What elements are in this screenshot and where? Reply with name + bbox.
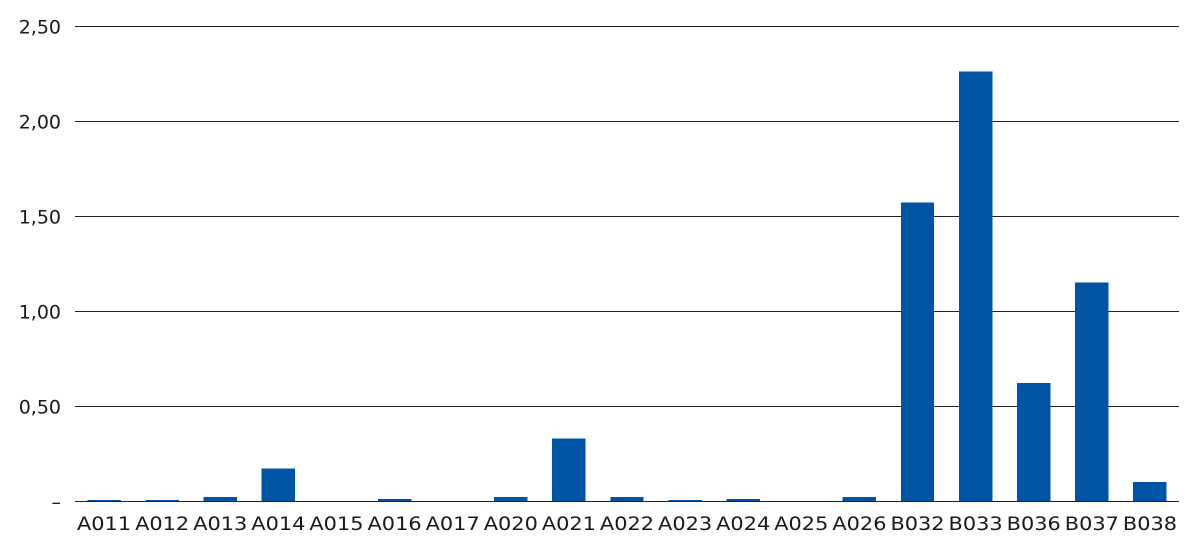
y-tick-label: 2,50 [19, 17, 61, 39]
y-tick-label: 1,50 [19, 207, 61, 229]
bar-A023 [668, 500, 702, 501]
x-tick-label: A016 [368, 513, 422, 535]
x-tick-label: B033 [949, 513, 1003, 535]
x-tick-label: A020 [484, 513, 538, 535]
x-tick-label: A026 [832, 513, 886, 535]
x-axis-ticks: A011 A012 A013 A014 A015 A016 A017 A020 A021 A022… [77, 513, 1177, 535]
bar-A022 [610, 497, 644, 501]
x-tick-label: A013 [193, 513, 247, 535]
bar-B033 [958, 71, 993, 501]
bar-A014 [261, 468, 296, 501]
y-tick-label: 2,00 [19, 112, 61, 134]
bar-A021 [552, 438, 586, 501]
x-tick-label: A022 [600, 513, 654, 535]
x-tick-label: A012 [135, 513, 189, 535]
bar-A020 [494, 497, 528, 501]
x-tick-label: B036 [1007, 513, 1061, 535]
x-tick-label: A011 [77, 513, 131, 535]
x-tick-label: A024 [716, 513, 770, 535]
x-tick-label: A025 [774, 513, 828, 535]
bar-A013 [203, 497, 237, 501]
bars [87, 71, 1167, 501]
x-tick-label: A021 [542, 513, 596, 535]
x-tick-label: B032 [890, 513, 944, 535]
x-tick-label: A017 [426, 513, 480, 535]
x-tick-label: A015 [309, 513, 363, 535]
y-tick-label: 1,00 [19, 302, 61, 324]
x-tick-label: A014 [251, 513, 305, 535]
y-axis-ticks: – 0,50 1,00 1,50 2,00 2,50 [19, 17, 61, 514]
bar-B037 [1075, 282, 1109, 501]
x-tick-label: B038 [1123, 513, 1177, 535]
y-tick-label: – [52, 492, 62, 514]
bar-B036 [1017, 383, 1051, 501]
x-tick-label: A023 [658, 513, 712, 535]
gridlines [75, 26, 1179, 502]
bar-A024 [726, 499, 760, 501]
bar-A012 [145, 500, 179, 501]
bar-A011 [87, 500, 121, 501]
x-tick-label: B037 [1065, 513, 1119, 535]
bar-A026 [842, 497, 877, 501]
bar-B032 [900, 202, 935, 501]
y-tick-label: 0,50 [19, 397, 61, 419]
bar-A016 [377, 499, 412, 501]
bar-B038 [1133, 482, 1167, 501]
